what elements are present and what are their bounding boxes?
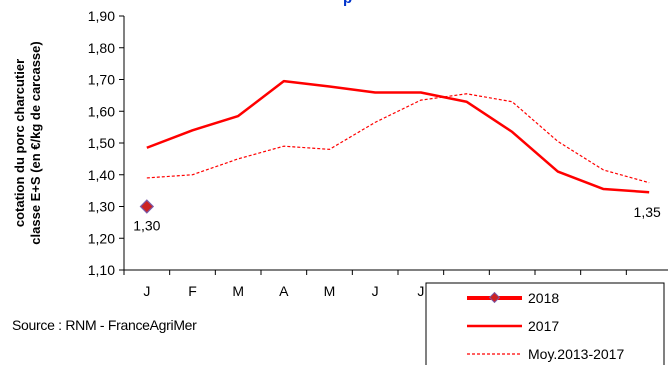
legend-label-2018: 2018: [528, 290, 559, 306]
x-tick-label: F: [188, 283, 197, 299]
x-tick-label: J: [372, 283, 379, 299]
source-note: Source : RNM - FranceAgriMer: [12, 317, 197, 333]
legend-marker-2018: [488, 291, 501, 304]
y-axis: 1,10 1,20 1,30 1,40 1,50 1,60 1,70 1,80 1,90: [88, 8, 125, 278]
y-tick-label: 1,20: [88, 230, 115, 246]
y-tick-label: 1,80: [88, 40, 115, 56]
y-tick-label: 1,50: [88, 135, 115, 151]
y-tick-label: 1,60: [88, 103, 115, 119]
y-tick-label: 1,90: [88, 8, 115, 24]
y-tick-label: 1,40: [88, 167, 115, 183]
series-point-2018: [139, 199, 155, 214]
y-axis-title-line-1: cotation du porc charcutier: [12, 59, 27, 227]
y-axis-title: cotation du porc charcutier classe E+S (…: [12, 41, 43, 244]
chart-title-fragment: p: [343, 0, 352, 7]
y-tick-label: 1,30: [88, 199, 115, 215]
series-layer: [139, 79, 650, 214]
data-label-2018: 1,30: [133, 218, 160, 234]
series-line-moy-2013-2017: [146, 93, 650, 184]
y-tick-label: 1,10: [88, 262, 115, 278]
series-line-2017: [146, 79, 650, 194]
data-label-2017-end: 1,35: [634, 204, 661, 220]
data-labels: 1,35 1,30: [133, 204, 661, 233]
legend-label-2017: 2017: [528, 318, 559, 334]
x-tick-label: M: [324, 283, 336, 299]
legend: 2018 2017 Moy.2013-2017: [425, 282, 665, 365]
x-tick-label: M: [232, 283, 244, 299]
y-axis-title-line-2: classe E+S (en €/kg de carcasse): [28, 41, 43, 244]
x-tick-label: J: [143, 283, 150, 299]
legend-label-moy: Moy.2013-2017: [528, 346, 624, 362]
legend-box: [425, 282, 665, 365]
x-tick-label: J: [417, 283, 424, 299]
x-tick-label: A: [279, 283, 289, 299]
y-tick-label: 1,70: [88, 72, 115, 88]
